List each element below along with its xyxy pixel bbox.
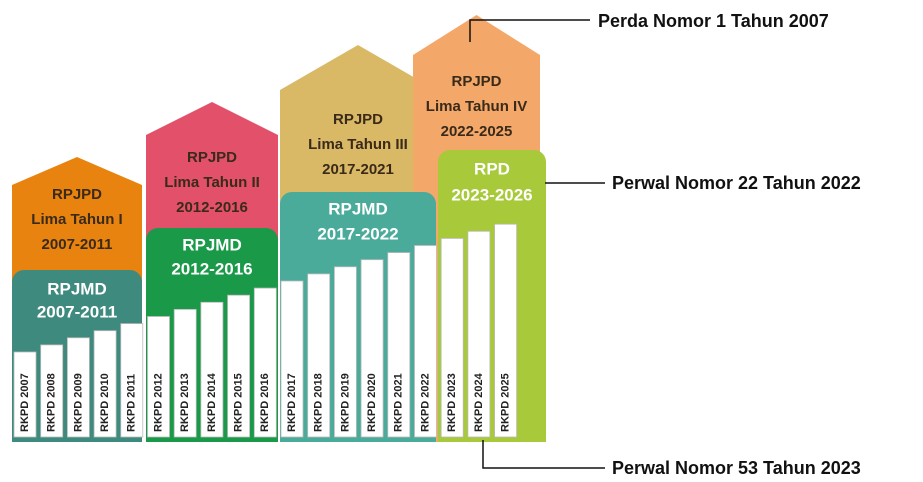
plan-box-base — [438, 422, 546, 442]
plan-box — [438, 150, 546, 442]
bar-label: RKPD 2015 — [233, 373, 245, 432]
rkpd-bar — [120, 323, 144, 438]
bar-label: RKPD 2007 — [19, 373, 31, 432]
bar-label: RKPD 2014 — [206, 372, 218, 432]
rkpd-bar — [200, 301, 224, 438]
bar-label: RKPD 2008 — [46, 373, 58, 432]
box-label: RPJMD — [47, 279, 107, 298]
bar-label: RKPD 2023 — [446, 373, 458, 432]
roof-label: RPJPD — [187, 149, 237, 166]
roof-label: Lima Tahun III — [308, 136, 408, 153]
rkpd-bar — [387, 252, 411, 438]
box-label: 2012-2016 — [171, 259, 252, 278]
bar-label: RKPD 2013 — [179, 373, 191, 432]
roof-label: Lima Tahun IV — [426, 98, 527, 115]
rkpd-bar — [147, 316, 170, 438]
rkpd-bar — [440, 237, 464, 438]
rkpd-bar — [307, 273, 331, 438]
roof-label: Lima Tahun I — [31, 211, 122, 228]
rkpd-bar — [40, 344, 64, 438]
bar-label: RKPD 2025 — [500, 373, 512, 432]
shapes: RPJPD Lima Tahun I 2007-2011 RPJPD Lima Tahu… — [12, 15, 546, 442]
bar-label: RKPD 2018 — [313, 373, 325, 432]
rkpd-bar — [494, 223, 518, 438]
box-label: 2023-2026 — [451, 185, 532, 204]
bar-label: RKPD 2017 — [286, 373, 298, 432]
connector — [469, 19, 590, 42]
roof-label: RPJPD — [52, 186, 102, 203]
box-label: RPJMD — [328, 199, 388, 218]
rkpd-bar — [414, 245, 437, 438]
rkpd-bar — [93, 330, 117, 438]
rkpd-bar — [333, 266, 357, 438]
bar-label: RKPD 2020 — [366, 373, 378, 432]
rkpd-bar — [67, 337, 90, 438]
roof-label: RPJPD — [333, 111, 383, 128]
box-label: RPD — [474, 159, 510, 178]
rkpd-bar — [360, 259, 384, 438]
annotation: Perda Nomor 1 Tahun 2007 — [598, 11, 829, 31]
rkpd-bar — [253, 287, 277, 438]
box-label: RPJMD — [182, 235, 242, 254]
bar-label: RKPD 2012 — [152, 373, 164, 432]
bar-label: RKPD 2021 — [393, 373, 405, 432]
connector — [482, 440, 605, 469]
bar-label: RKPD 2019 — [339, 373, 351, 432]
rkpd-bar — [227, 294, 251, 438]
bar-label: RKPD 2022 — [419, 373, 431, 432]
roof-label: 2022-2025 — [441, 123, 513, 140]
roof-label: Lima Tahun II — [164, 174, 260, 191]
roof-label: 2017-2021 — [322, 161, 394, 178]
roof-label: 2012-2016 — [176, 199, 248, 216]
bar-label: RKPD 2010 — [99, 373, 111, 432]
box-label: 2017-2022 — [317, 224, 398, 243]
rkpd-bar — [280, 280, 304, 438]
annotation: Perwal Nomor 22 Tahun 2022 — [612, 173, 861, 193]
bar-label: RKPD 2011 — [126, 374, 138, 432]
rkpd-bar — [173, 308, 197, 438]
box-label: 2007-2011 — [37, 302, 117, 321]
roof-label: RPJPD — [451, 73, 501, 90]
bar-label: RKPD 2016 — [259, 373, 271, 432]
roof-label: 2007-2011 — [42, 236, 113, 253]
connectors — [469, 19, 605, 469]
bar-label: RKPD 2024 — [473, 372, 485, 432]
rkpd-bar — [13, 351, 37, 438]
rkpd-bar — [467, 230, 491, 438]
bar-label: RKPD 2009 — [72, 373, 84, 432]
annotation: Perwal Nomor 53 Tahun 2023 — [612, 458, 861, 478]
